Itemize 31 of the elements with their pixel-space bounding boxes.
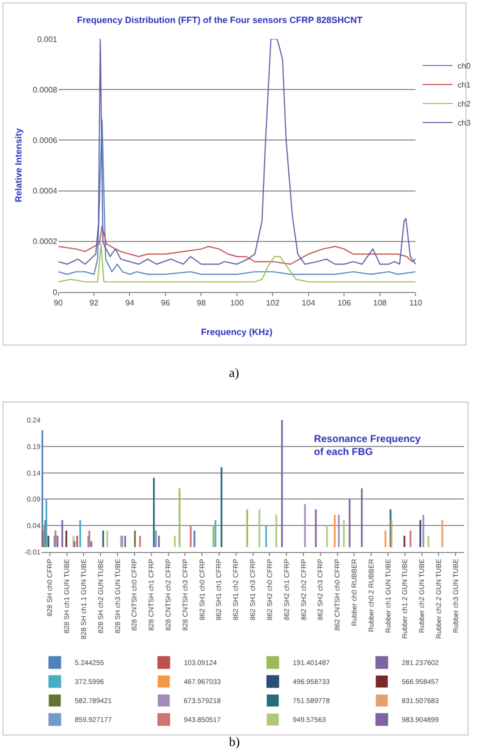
y-tick-label: 0.0004 xyxy=(32,186,58,196)
x-tick-label: 92 xyxy=(90,298,99,308)
y-tick-label: 0.0008 xyxy=(32,85,58,94)
line-series xyxy=(58,39,416,265)
text: b) xyxy=(229,734,240,749)
text: a) xyxy=(229,365,240,380)
x-tick-label: 108 xyxy=(373,298,388,308)
legend-label: ch1 xyxy=(458,80,472,90)
legend-label: ch3 xyxy=(458,118,472,128)
line-series xyxy=(58,243,416,282)
x-tick-label: 104 xyxy=(302,298,316,308)
legend-label: ch2 xyxy=(458,100,472,109)
x-tick-label: 96 xyxy=(161,298,170,308)
x-tick-label: 106 xyxy=(338,298,352,308)
x-tick-label: 90 xyxy=(54,298,64,308)
legend-label: ch0 xyxy=(458,62,472,71)
y-axis-title: Relative Intensity xyxy=(13,128,24,202)
text: Resonance Frequency of each FBG xyxy=(314,434,422,458)
y-tick-label: 0.0002 xyxy=(32,237,58,246)
x-tick-label: 100 xyxy=(230,298,244,308)
x-tick-label: 102 xyxy=(266,298,280,308)
chart-title: Frequency Distribution (FFT) of the Four sensors CFRP 828SHCNT xyxy=(77,15,363,25)
x-tick-label: 94 xyxy=(125,298,135,308)
y-tick-label: 0 xyxy=(52,288,58,297)
y-tick-label: 0.001 xyxy=(37,34,58,44)
x-axis-title: Frequency (KHz) xyxy=(201,327,273,337)
x-tick-label: 98 xyxy=(196,298,206,308)
x-tick-label: 110 xyxy=(409,298,423,308)
line-series xyxy=(58,119,416,275)
y-tick-label: 0.0006 xyxy=(32,136,58,145)
line-series xyxy=(58,226,416,265)
